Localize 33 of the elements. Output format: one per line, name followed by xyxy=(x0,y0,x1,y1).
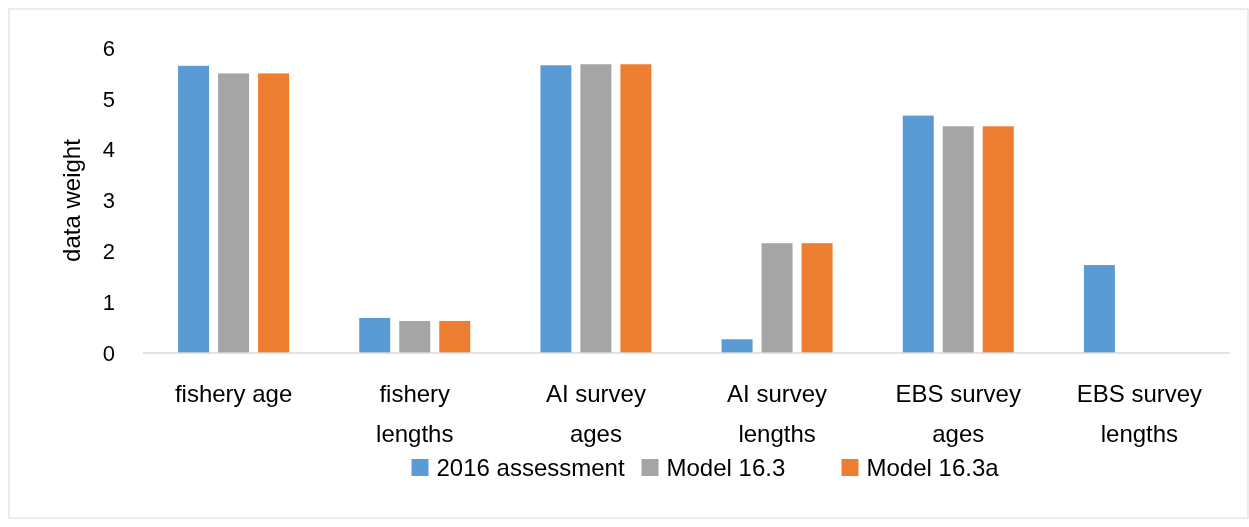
y-tick-label: 3 xyxy=(102,188,115,214)
bar xyxy=(439,320,471,353)
y-tick-label: 5 xyxy=(102,86,115,112)
y-tick-label: 1 xyxy=(102,289,115,315)
y-tick-label: 2 xyxy=(102,239,115,265)
bar xyxy=(580,64,612,353)
bar xyxy=(801,243,833,353)
x-tick-label: AI survey ages xyxy=(545,380,646,447)
legend-label: Model 16.3a xyxy=(866,454,1000,482)
y-tick-label: 4 xyxy=(102,137,115,163)
bar xyxy=(902,115,934,353)
bar xyxy=(721,339,753,353)
legend-label: Model 16.3 xyxy=(666,454,786,482)
legend-label: 2016 assessment xyxy=(436,454,625,482)
bar xyxy=(218,73,250,353)
x-tick-label: fishery age xyxy=(174,380,293,407)
bar xyxy=(620,64,652,353)
bar xyxy=(540,65,572,353)
bar xyxy=(982,126,1014,353)
y-axis-title: data weight xyxy=(58,138,85,262)
bar xyxy=(761,243,793,353)
bar xyxy=(399,320,431,353)
x-tick-label: EBS survey ages xyxy=(895,380,1021,447)
x-tick-label: EBS survey lengths xyxy=(1076,380,1203,447)
y-tick-label: 0 xyxy=(102,340,115,366)
bar xyxy=(258,73,290,353)
y-tick-label: 6 xyxy=(102,35,115,61)
bar xyxy=(178,65,210,353)
x-tick-label: AI survey lengths xyxy=(727,380,828,447)
x-tick-label: fishery lengths xyxy=(376,380,454,447)
bar xyxy=(359,317,391,353)
bar xyxy=(942,126,974,353)
bar xyxy=(1083,265,1115,353)
